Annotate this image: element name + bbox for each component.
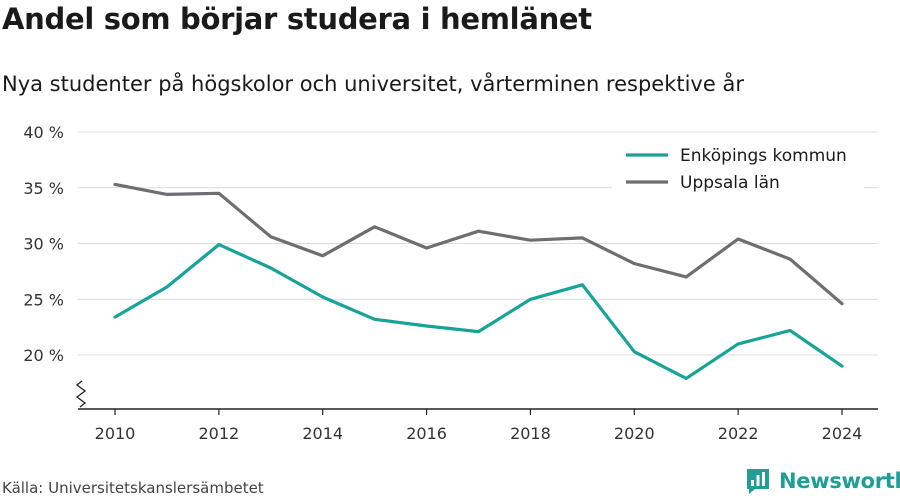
x-tick-label: 2012 [198, 424, 239, 443]
chart-subtitle: Nya studenter på högskolor och universit… [2, 72, 744, 96]
y-axis-labels: 20 % 25 % 30 % 35 % 40 % [23, 123, 64, 365]
legend-label: Uppsala län [680, 173, 780, 193]
y-tick-label: 30 % [23, 235, 64, 254]
newsworthy-brand[interactable]: Newsworthy [745, 467, 900, 495]
y-tick-label: 40 % [23, 123, 64, 142]
legend: Enköpings kommun Uppsala län [612, 140, 864, 193]
x-tick-label: 2022 [718, 424, 759, 443]
y-tick-label: 35 % [23, 179, 64, 198]
line-chart: 20 %25 %30 %35 %40 % 2010 2012 2014 2016 201… [23, 123, 878, 443]
series-lines [113, 182, 844, 380]
x-tick-label: 2016 [406, 424, 447, 443]
x-tick-label: 2010 [95, 424, 136, 443]
series-line [113, 243, 844, 380]
x-axis: 2010 2012 2014 2016 2018 2020 2022 2024 [78, 408, 878, 443]
x-tick-label: 2014 [302, 424, 343, 443]
legend-label: Enköpings kommun [680, 146, 847, 166]
axis-break-icon [75, 380, 87, 408]
x-tick-label: 2018 [510, 424, 551, 443]
source-note: Källa: Universitetskanslersämbetet [2, 479, 264, 497]
x-tick-label: 2024 [822, 424, 863, 443]
axis-break-zigzag [75, 380, 87, 408]
chart-title: Andel som börjar studera i hemlänet [2, 2, 592, 36]
brand-name: Newsworthy [779, 469, 900, 493]
y-tick-label: 25 % [23, 290, 64, 309]
y-tick-label: 20 % [23, 346, 64, 365]
series-line [113, 182, 844, 306]
newsworthy-logo-icon [747, 469, 769, 494]
x-tick-label: 2020 [614, 424, 655, 443]
